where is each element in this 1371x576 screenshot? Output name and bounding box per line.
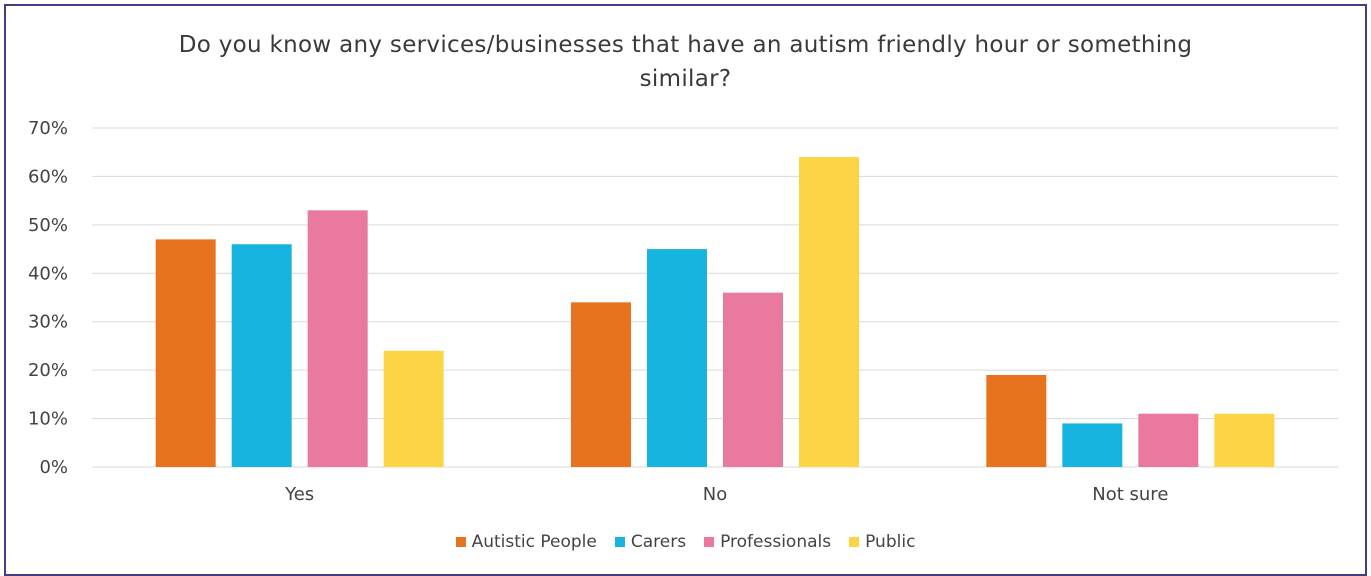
bar [231, 244, 292, 467]
bar [1138, 413, 1199, 467]
y-tick-label: 40% [28, 263, 68, 284]
y-tick-label: 0% [39, 457, 68, 478]
y-tick-label: 70% [28, 118, 68, 139]
x-category-label: Yes [284, 484, 314, 505]
bar [723, 292, 783, 467]
y-tick-label: 30% [28, 312, 68, 333]
legend-label: Carers [630, 532, 687, 552]
legend-label: Professionals [720, 532, 832, 552]
legend-item: Carers [614, 532, 687, 552]
legend-item: Public [849, 532, 915, 552]
bar [1214, 413, 1275, 467]
chart-title: Do you know any services/businesses that… [0, 28, 1371, 96]
bar [647, 249, 707, 467]
chart-title-line-2: similar? [639, 66, 732, 92]
legend-swatch [455, 537, 466, 547]
y-tick-label: 60% [28, 166, 68, 187]
x-category-label: Not sure [1092, 484, 1168, 505]
legend-swatch [614, 537, 625, 547]
chart-legend: Autistic People Carers Professionals Public [0, 532, 1371, 552]
legend-swatch [849, 537, 860, 547]
x-category-label: No [703, 484, 727, 505]
chart-title-line-1: Do you know any services/businesses that… [178, 32, 1193, 58]
legend-swatch [704, 537, 715, 547]
y-tick-label: 50% [28, 215, 68, 236]
bar [571, 302, 631, 467]
legend-label: Autistic People [471, 532, 597, 552]
bar [799, 157, 859, 468]
bar [1062, 423, 1123, 467]
legend-label: Public [865, 532, 916, 552]
bar [383, 350, 444, 467]
bar [155, 239, 216, 467]
bar [986, 374, 1047, 467]
y-tick-label: 20% [28, 360, 68, 381]
bar [307, 210, 368, 468]
legend-item: Professionals [704, 532, 831, 552]
y-tick-label: 10% [28, 409, 68, 430]
legend-item: Autistic People [455, 532, 597, 552]
